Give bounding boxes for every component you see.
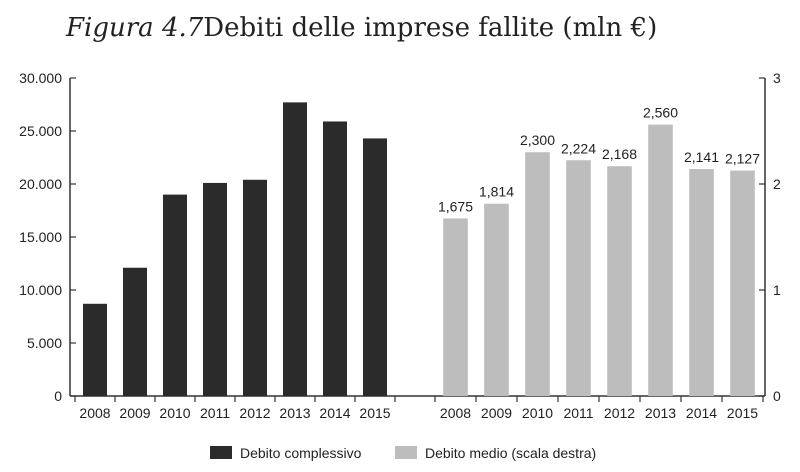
x-tick-label: 2012: [239, 405, 270, 421]
legend: Debito complessivo Debito medio (scala de…: [210, 445, 596, 461]
chart-title: Figura 4.7Debiti delle imprese fallite (…: [65, 13, 657, 43]
bar: [323, 121, 347, 397]
legend-swatch: [210, 446, 232, 459]
bar: [163, 194, 187, 396]
data-label: 2,141: [684, 149, 719, 165]
legend-swatch: [395, 446, 417, 459]
x-tick-label: 2010: [159, 405, 190, 421]
y-tick-label-left: 15.000: [19, 229, 62, 245]
y-tick-label-right: 2: [773, 176, 781, 192]
bar: [83, 303, 107, 396]
bar: [283, 102, 307, 396]
x-tick-label: 2009: [481, 405, 512, 421]
bar: [730, 170, 755, 396]
bar: [566, 160, 591, 396]
bar: [607, 166, 632, 396]
y-tick-label-right: 0: [773, 388, 781, 404]
title-text: Debiti delle imprese fallite (mln €): [203, 13, 657, 43]
data-label: 2,224: [561, 140, 596, 156]
legend-label: Debito complessivo: [240, 445, 362, 461]
bar: [243, 179, 267, 396]
data-label: 1,814: [479, 184, 514, 200]
y-tick-label-right: 3: [773, 70, 781, 86]
x-tick-label: 2010: [522, 405, 553, 421]
figure-label: Figura 4.7: [65, 13, 204, 43]
x-tick-label: 2013: [279, 405, 310, 421]
bar: [363, 138, 387, 397]
x-tick-label: 2015: [359, 405, 390, 421]
x-tick-label: 2013: [645, 405, 676, 421]
data-label: 2,300: [520, 132, 555, 148]
bar: [203, 182, 227, 396]
bar: [443, 218, 468, 396]
x-tick-label: 2011: [200, 405, 230, 421]
data-label: 2,560: [643, 105, 678, 121]
x-tick-label: 2011: [563, 405, 593, 421]
legend-label: Debito medio (scala destra): [425, 445, 596, 461]
y-tick-label-left: 30.000: [19, 70, 62, 86]
plot-area: 0 5.000 10.000 15.000 20.000 25.000 30.000 2008…: [19, 70, 781, 421]
bar: [525, 152, 550, 396]
x-tick-label: 2014: [686, 405, 717, 421]
bar: [484, 203, 509, 396]
x-tick-label: 2015: [727, 405, 758, 421]
bar: [648, 124, 673, 396]
x-tick-label: 2009: [119, 405, 150, 421]
data-label: 2,127: [725, 151, 760, 167]
data-label: 1,675: [438, 198, 473, 214]
x-tick-label: 2008: [440, 405, 471, 421]
y-tick-label-left: 5.000: [27, 335, 62, 351]
y-tick-label-right: 1: [773, 282, 781, 298]
data-label: 2,168: [602, 146, 637, 162]
bar: [689, 169, 714, 396]
x-tick-label: 2012: [604, 405, 635, 421]
x-tick-label: 2014: [319, 405, 350, 421]
x-tick-label: 2008: [79, 405, 110, 421]
y-tick-label-left: 20.000: [19, 176, 62, 192]
y-tick-label-left: 10.000: [19, 282, 62, 298]
bar: [123, 267, 147, 396]
y-tick-label-left: 0: [54, 388, 62, 404]
y-tick-label-left: 25.000: [19, 123, 62, 139]
